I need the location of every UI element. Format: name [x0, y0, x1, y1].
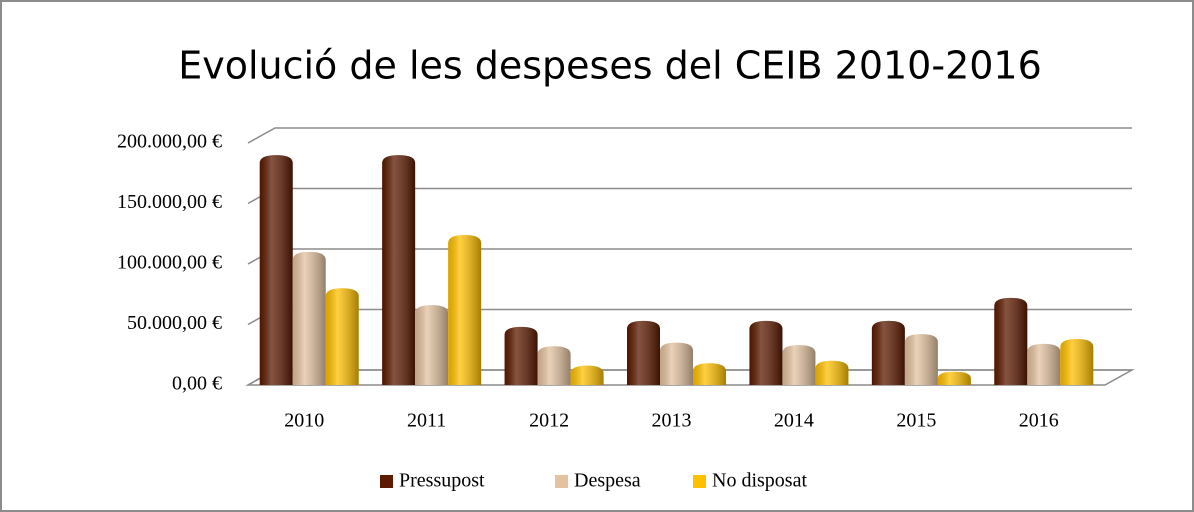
bar [448, 234, 482, 385]
bar [871, 320, 905, 385]
bar [660, 342, 693, 385]
bar [749, 320, 783, 385]
legend-label: Despesa [574, 470, 641, 492]
legend-label: No disposat [712, 470, 807, 492]
y-tick-label: 100.000,00 € [117, 252, 222, 274]
x-tick-label: 2010 [284, 410, 324, 432]
bar [904, 334, 938, 385]
bar [325, 288, 359, 385]
bar [627, 320, 660, 385]
bar [292, 251, 326, 385]
grid-line [247, 127, 1132, 144]
x-tick-label: 2011 [407, 410, 446, 432]
bar [815, 360, 849, 385]
legend-swatch [555, 475, 568, 488]
bar [415, 305, 449, 385]
bar [259, 155, 293, 385]
x-tick-label: 2012 [529, 410, 569, 432]
bar [994, 297, 1028, 385]
bar [1027, 343, 1061, 385]
bar [937, 371, 971, 385]
legend-label: Pressupost [399, 470, 485, 492]
x-tick-label: 2013 [652, 410, 692, 432]
legend-swatch [380, 475, 393, 488]
x-tick-label: 2016 [1019, 410, 1059, 432]
bar [782, 345, 816, 385]
chart-title: Evolució de les despeses del CEIB 2010-2… [178, 44, 1042, 88]
y-tick-label: 50.000,00 € [127, 312, 222, 334]
bar [382, 155, 416, 385]
legend-swatch [693, 475, 706, 488]
y-tick-label: 150.000,00 € [117, 191, 222, 213]
bar [537, 346, 571, 385]
bar [693, 363, 726, 385]
bar [504, 326, 538, 385]
bar [570, 365, 604, 385]
y-tick-label: 0,00 € [172, 373, 222, 395]
x-tick-label: 2015 [896, 410, 936, 432]
bar [1060, 339, 1094, 385]
x-tick-label: 2014 [774, 410, 814, 432]
y-tick-label: 200.000,00 € [117, 131, 222, 153]
